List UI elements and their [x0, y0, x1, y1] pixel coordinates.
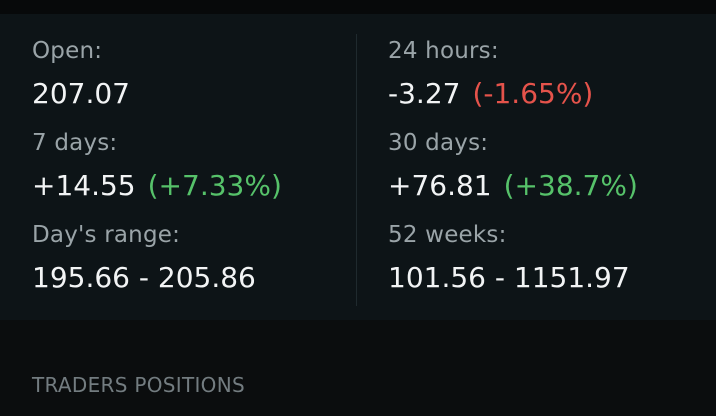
stat-7-days-change: (+7.33%) [147, 169, 282, 202]
stat-days-range: Day's range: 195.66 - 205.86 [32, 220, 282, 312]
stat-days-range-value: 195.66 - 205.86 [32, 261, 282, 295]
stats-right-column: 24 hours: -3.27 (-1.65%) 30 days: +76.81 (… [388, 36, 638, 312]
stat-52-weeks-value: 101.56 - 1151.97 [388, 261, 638, 295]
traders-positions-heading: TRADERS POSITIONS [32, 373, 245, 397]
stats-left-column: Open: 207.07 7 days: +14.55 (+7.33%) Day'… [32, 36, 282, 312]
stat-days-range-number: 195.66 - 205.86 [32, 261, 256, 294]
top-strip [0, 0, 716, 14]
stat-30-days-number: +76.81 [388, 169, 492, 202]
stat-24-hours-number: -3.27 [388, 77, 461, 110]
stat-open: Open: 207.07 [32, 36, 282, 128]
stat-30-days-value: +76.81 (+38.7%) [388, 169, 638, 203]
stat-30-days: 30 days: +76.81 (+38.7%) [388, 128, 638, 220]
stat-24-hours-change: (-1.65%) [472, 77, 594, 110]
stat-52-weeks: 52 weeks: 101.56 - 1151.97 [388, 220, 638, 312]
stat-24-hours: 24 hours: -3.27 (-1.65%) [388, 36, 638, 128]
stat-days-range-label: Day's range: [32, 222, 181, 248]
stat-open-number: 207.07 [32, 77, 130, 110]
stat-7-days-number: +14.55 [32, 169, 136, 202]
stat-7-days: 7 days: +14.55 (+7.33%) [32, 128, 282, 220]
stat-7-days-value: +14.55 (+7.33%) [32, 169, 282, 203]
stat-30-days-change: (+38.7%) [503, 169, 638, 202]
stat-24-hours-value: -3.27 (-1.65%) [388, 77, 638, 111]
stat-52-weeks-number: 101.56 - 1151.97 [388, 261, 630, 294]
column-divider [356, 34, 357, 306]
stat-24-hours-label: 24 hours: [388, 38, 499, 64]
stat-7-days-label: 7 days: [32, 130, 118, 156]
stat-open-value: 207.07 [32, 77, 282, 111]
stat-52-weeks-label: 52 weeks: [388, 222, 507, 248]
stat-open-label: Open: [32, 38, 103, 64]
stats-panel: Open: 207.07 7 days: +14.55 (+7.33%) Day'… [0, 14, 716, 320]
stat-30-days-label: 30 days: [388, 130, 489, 156]
